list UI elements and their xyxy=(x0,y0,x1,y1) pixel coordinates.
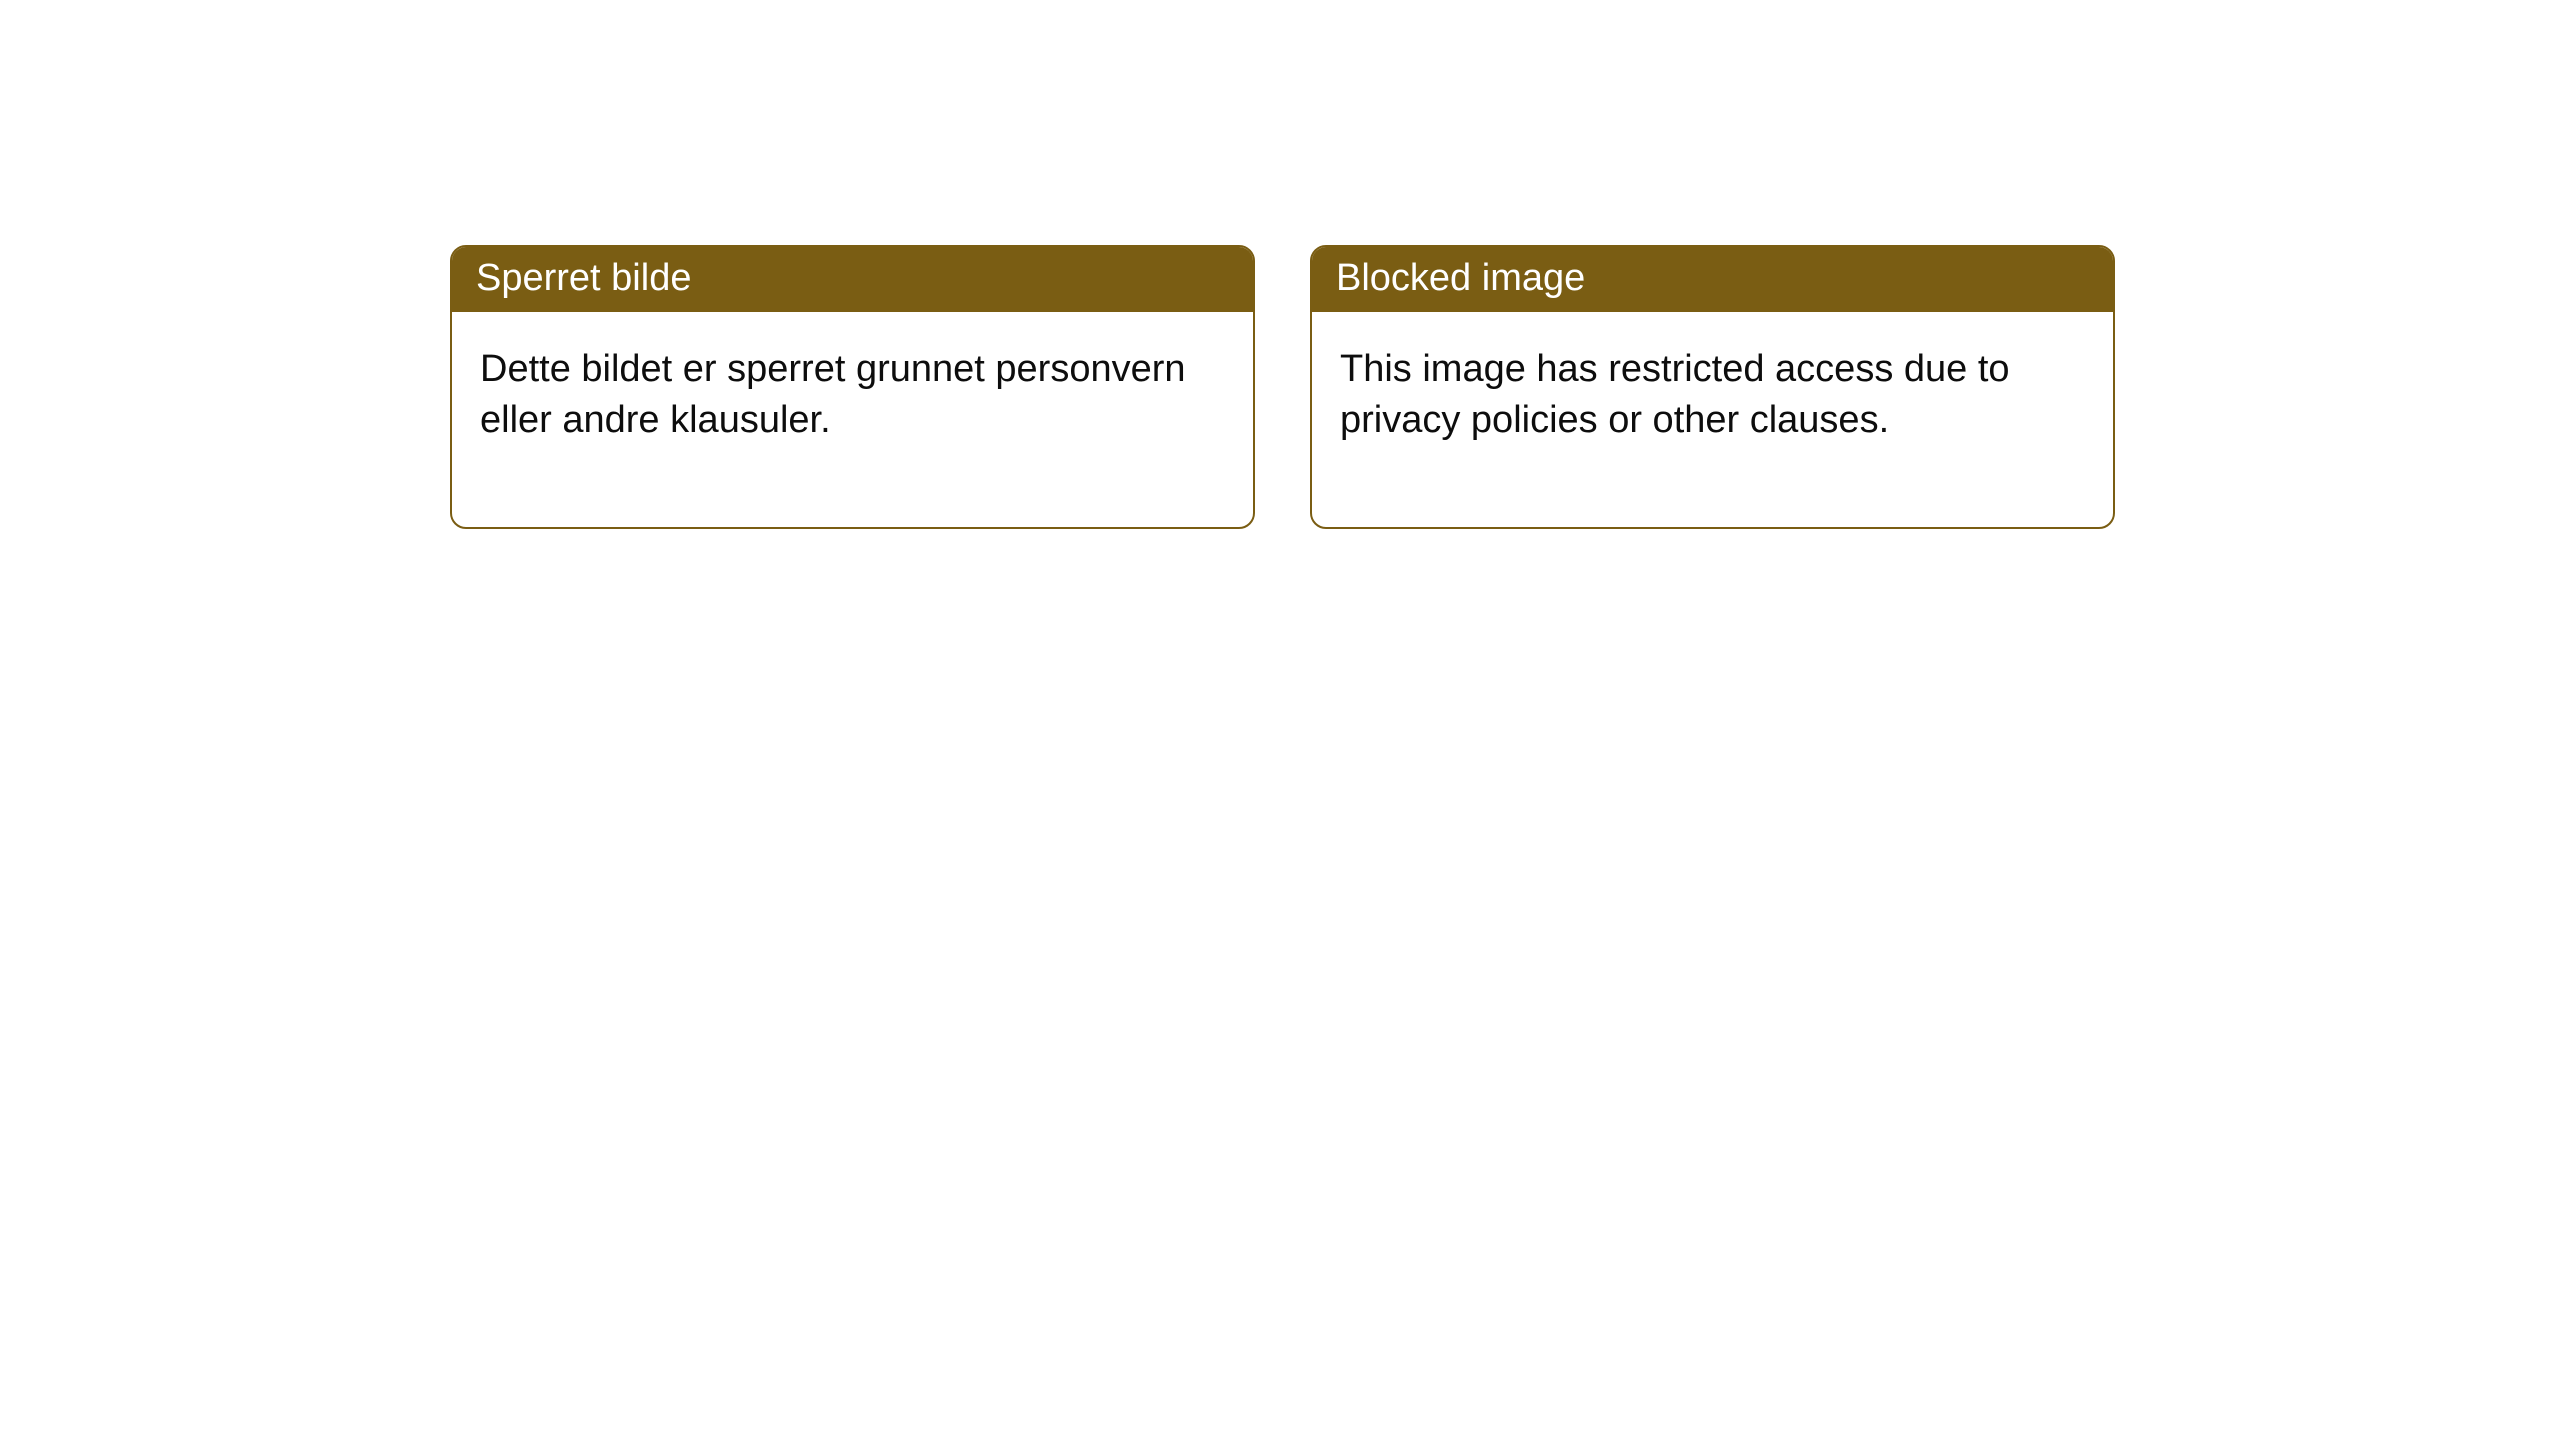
notice-container: Sperret bilde Dette bildet er sperret gr… xyxy=(0,0,2560,529)
notice-body: This image has restricted access due to … xyxy=(1312,312,2113,527)
notice-card-english: Blocked image This image has restricted … xyxy=(1310,245,2115,529)
notice-card-norwegian: Sperret bilde Dette bildet er sperret gr… xyxy=(450,245,1255,529)
notice-header: Sperret bilde xyxy=(452,247,1253,312)
notice-body: Dette bildet er sperret grunnet personve… xyxy=(452,312,1253,527)
notice-header: Blocked image xyxy=(1312,247,2113,312)
